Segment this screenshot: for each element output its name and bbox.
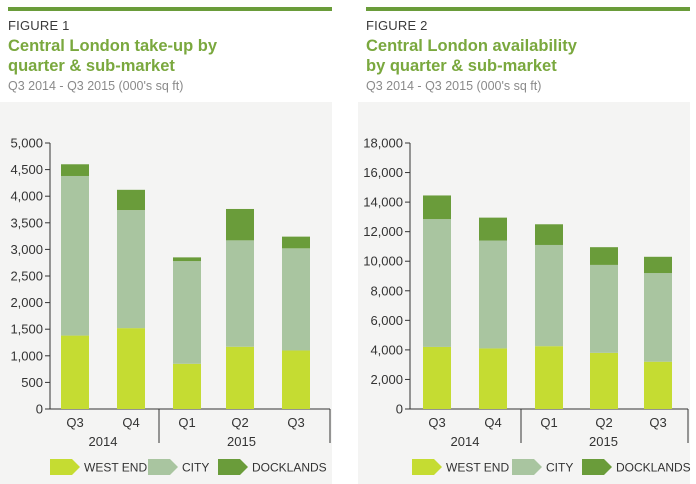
chart1-y-tick-label: 2,500 [10, 269, 43, 284]
chart2-y-tick-label: 4,000 [370, 342, 403, 357]
chart1-legend-label: DOCKLANDS [252, 461, 327, 475]
chart2-y-tick-label: 8,000 [370, 283, 403, 298]
chart1-bar-city [117, 210, 145, 329]
chart2-x-tick-label: Q2 [595, 415, 612, 430]
figure-2-subtitle: Q3 2014 - Q3 2015 (000's sq ft) [366, 79, 542, 93]
figure-1-label: FIGURE 1 [8, 18, 70, 33]
chart2-year-label: 2014 [451, 434, 480, 449]
chart1-y-tick-label: 0 [36, 402, 43, 417]
chart1-y-tick-label: 3,500 [10, 215, 43, 230]
figure-1-panel: FIGURE 1 Central London take-up by quart… [0, 0, 332, 484]
figure-2-label: FIGURE 2 [366, 18, 428, 33]
chart2-y-tick-label: 12,000 [363, 224, 403, 239]
chart1-legend-label: CITY [182, 461, 209, 475]
chart1-y-tick-label: 500 [21, 375, 43, 390]
chart1-y-tick-label: 2,000 [10, 295, 43, 310]
chart1-bar-docklands [61, 164, 89, 176]
chart2-bar-west-end [423, 346, 451, 409]
chart2-x-tick-label: Q1 [540, 415, 557, 430]
chart1-y-tick-label: 4,500 [10, 162, 43, 177]
chart2-legend-label: DOCKLANDS [616, 461, 691, 475]
figure-2-title-line2: by quarter & sub-market [366, 57, 557, 75]
chart1-y-tick-label: 1,000 [10, 348, 43, 363]
chart1-legend-swatch [218, 459, 248, 475]
chart1-bar-docklands [117, 189, 145, 211]
chart2-y-tick-label: 6,000 [370, 313, 403, 328]
figure-1-subtitle: Q3 2014 - Q3 2015 (000's sq ft) [8, 79, 184, 93]
chart1-x-tick-label: Q1 [178, 415, 195, 430]
figure-2-chart-background [358, 102, 690, 484]
chart2-bar-docklands [644, 256, 672, 274]
chart2-bar-west-end [479, 348, 507, 409]
chart1-bar-city [282, 248, 310, 351]
chart2-bar-docklands [423, 195, 451, 220]
figure-2-top-rule [366, 7, 690, 11]
chart2-x-tick-label: Q3 [649, 415, 666, 430]
chart1-bar-docklands [173, 257, 201, 262]
figure-2-title: Central London availability by quarter &… [366, 36, 686, 76]
chart2-y-tick-label: 14,000 [363, 195, 403, 210]
figure-1-title: Central London take-up by quarter & sub-… [8, 36, 328, 76]
chart2-x-tick-label: Q4 [484, 415, 501, 430]
chart2-y-tick-label: 2,000 [370, 372, 403, 387]
chart2-y-tick-label: 16,000 [363, 165, 403, 180]
chart2-bar-city [535, 244, 563, 347]
chart1-x-tick-label: Q2 [231, 415, 248, 430]
figure-2-title-line1: Central London availability [366, 37, 577, 55]
chart1-bar-west-end [61, 335, 89, 409]
chart1-y-tick-label: 5,000 [10, 136, 43, 151]
chart2-bar-docklands [479, 217, 507, 241]
chart1-bar-west-end [117, 328, 145, 409]
chart1-bar-city [173, 261, 201, 364]
chart2-y-tick-label: 10,000 [363, 254, 403, 269]
chart2-bar-city [590, 264, 618, 353]
chart2-legend-swatch [582, 459, 612, 475]
chart1-year-label: 2014 [89, 434, 118, 449]
chart1-bar-west-end [173, 363, 201, 409]
chart2-bar-city [423, 219, 451, 347]
figure-1-top-rule [8, 7, 332, 11]
chart1-y-tick-label: 4,000 [10, 189, 43, 204]
chart1-bar-city [226, 240, 254, 347]
chart2-bar-docklands [590, 247, 618, 265]
chart1-legend-swatch [148, 459, 178, 475]
chart2-bar-city [479, 240, 507, 349]
chart1-bar-city [61, 175, 89, 336]
chart2-bar-west-end [644, 361, 672, 409]
figure-1-chart-background [0, 102, 332, 484]
chart2-legend-label: WEST END [446, 461, 509, 475]
chart2-bar-west-end [590, 352, 618, 409]
chart1-year-label: 2015 [227, 434, 256, 449]
chart1-legend-label: WEST END [84, 461, 147, 475]
chart1-x-tick-label: Q3 [66, 415, 83, 430]
chart2-year-label: 2015 [589, 434, 618, 449]
chart1-bar-west-end [226, 346, 254, 409]
chart2-bar-west-end [535, 346, 563, 409]
chart1-bar-docklands [226, 208, 254, 241]
figure-1-title-line1: Central London take-up by [8, 37, 218, 55]
chart2-legend-swatch [412, 459, 442, 475]
chart1-x-tick-label: Q4 [122, 415, 139, 430]
chart2-legend-swatch [512, 459, 542, 475]
chart1-y-tick-label: 3,000 [10, 242, 43, 257]
chart2-bar-city [644, 273, 672, 362]
chart2-legend-label: CITY [546, 461, 573, 475]
chart1-x-tick-label: Q3 [287, 415, 304, 430]
chart1-bar-west-end [282, 350, 310, 409]
chart2-x-tick-label: Q3 [428, 415, 445, 430]
chart1-legend-swatch [50, 459, 80, 475]
chart1-bar-docklands [282, 236, 310, 249]
figure-1-title-line2: quarter & sub-market [8, 57, 175, 75]
figure-2-panel: FIGURE 2 Central London availability by … [358, 0, 690, 484]
chart2-bar-docklands [535, 224, 563, 245]
chart1-y-tick-label: 1,500 [10, 322, 43, 337]
chart2-y-tick-label: 0 [396, 402, 403, 417]
chart2-y-tick-label: 18,000 [363, 136, 403, 151]
